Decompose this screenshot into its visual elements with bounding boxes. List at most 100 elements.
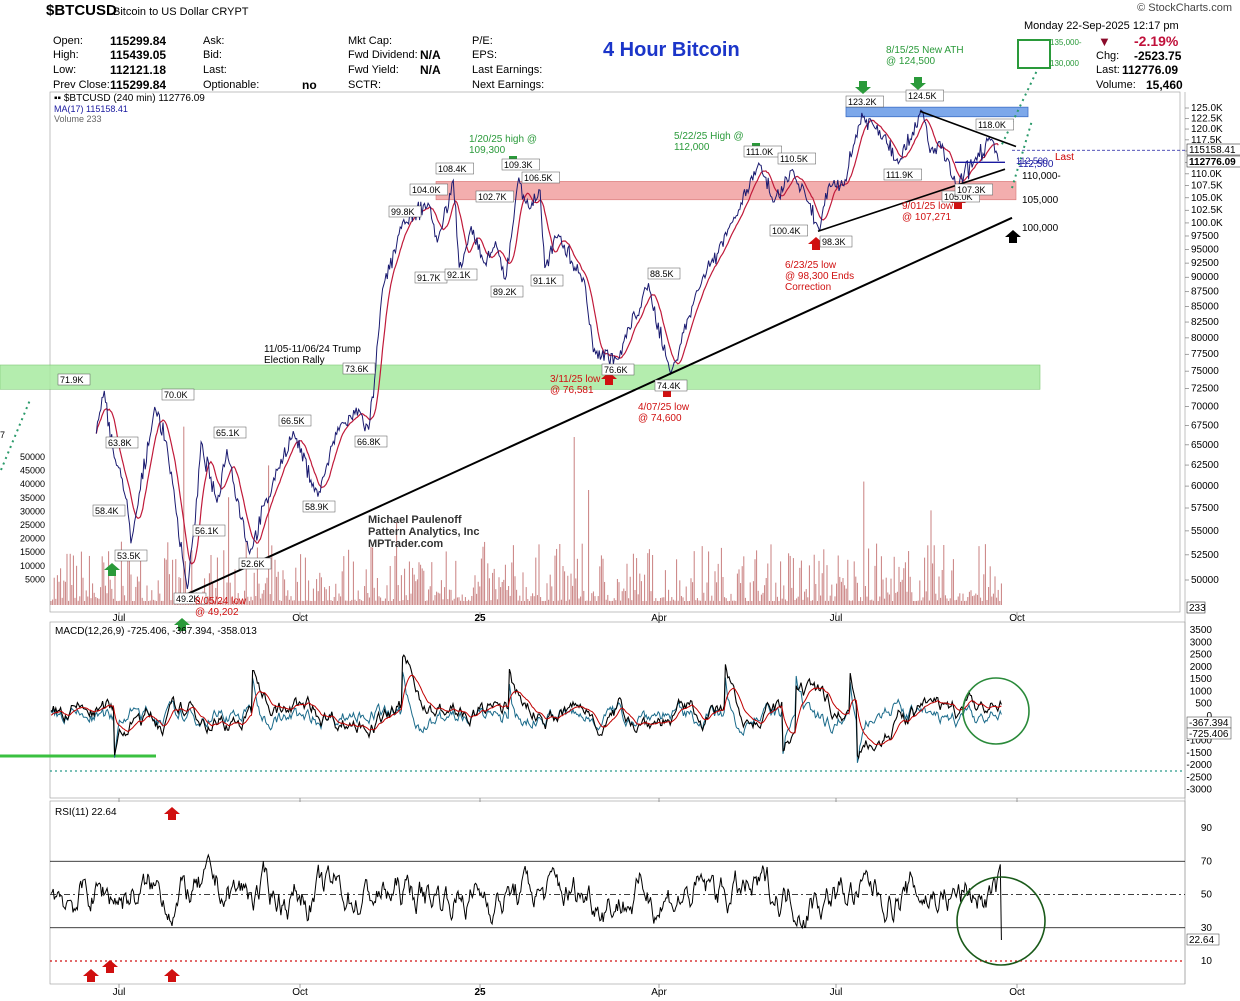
point-label-box: [302, 500, 336, 513]
point-label: 106.5K: [524, 173, 553, 183]
ma-legend: MA(17) 115158.41: [54, 104, 128, 114]
point-label-box: [954, 183, 993, 196]
field-key: SCTR:: [348, 79, 381, 91]
stockcharts-logo: © StockCharts.com: [1137, 2, 1232, 14]
up-arrow-icon: [164, 969, 180, 982]
field-key: High:: [53, 49, 79, 61]
point-label-box: [342, 362, 376, 375]
point-label: 71.9K: [60, 375, 84, 385]
point-label-box: [238, 557, 272, 570]
point-label: 74.4K: [657, 381, 681, 391]
point-label: 123.2K: [848, 97, 877, 107]
x-tick-label: Jul: [830, 613, 843, 624]
rsi-tick-label: 90: [1201, 823, 1213, 834]
chart-annotation: 9/01/25 low @ 107,271: [902, 201, 954, 223]
chart-annotation: 8/05/24 low @ 49,202: [195, 596, 247, 618]
macd-line: [50, 654, 1002, 760]
point-label: 66.8K: [357, 437, 381, 447]
field-key: Low:: [53, 64, 77, 76]
y-tick-label: 107.5K: [1191, 181, 1223, 192]
volume-tick-label: 35000: [20, 493, 45, 503]
field-key: Ask:: [203, 35, 225, 47]
macd-tick-label: -2000: [1186, 760, 1212, 771]
volume-tick-label: 25000: [20, 520, 45, 530]
macd-tick-label: 3500: [1190, 625, 1213, 636]
macd-tick-label: 1500: [1190, 674, 1213, 685]
edge-label: 7: [0, 430, 5, 440]
field-value: 112121.18: [110, 63, 167, 77]
rsi-panel-frame: [49, 800, 1186, 985]
point-label: 58.4K: [95, 506, 119, 516]
point-label: 102.7K: [478, 192, 507, 202]
point-label-box: [213, 426, 247, 439]
chart-annotation: 11/05-11/06/24 Trump Election Rally: [264, 344, 361, 366]
rsi-tick-label: 70: [1201, 856, 1213, 867]
y-tick-label: 70000: [1191, 402, 1219, 413]
mini-label: 130,000: [1050, 59, 1079, 68]
volume-tick-label: 15000: [20, 547, 45, 557]
field-key: Optionable:: [203, 79, 260, 91]
x-tick-label: 25: [474, 987, 486, 998]
y-tick-label: 57500: [1191, 503, 1219, 514]
field-key: Mkt Cap:: [348, 35, 393, 47]
field-key: Last:: [203, 64, 227, 76]
y-tick-label: 75000: [1191, 366, 1219, 377]
field-value: 115299.84: [110, 34, 167, 48]
point-label-box: [490, 285, 524, 298]
point-label: 73.6K: [345, 364, 369, 374]
y-tick-label: 82500: [1191, 317, 1219, 328]
up-arrow-icon: [102, 960, 118, 973]
down-arrow-icon: [910, 77, 926, 90]
macd-tick-label: -1000: [1186, 736, 1212, 747]
chart-annotation: MPTrader.com: [368, 538, 443, 550]
point-label-box: [654, 379, 688, 392]
point-label: 89.2K: [493, 287, 517, 297]
point-label: 104.0K: [412, 185, 441, 195]
symbol-name: Bitcoin to US Dollar CRYPT: [113, 6, 249, 18]
right-label-box: [1186, 143, 1240, 156]
macd-tick-label: 3000: [1190, 637, 1213, 648]
macd-highlight-circle: [962, 677, 1030, 745]
field-key: P/E:: [472, 35, 493, 47]
point-label: 100.4K: [772, 226, 801, 236]
x-tick-label: Oct: [292, 987, 308, 998]
point-label-box: [905, 89, 944, 102]
point-label-box: [105, 436, 139, 449]
point-label-box: [777, 152, 816, 165]
point-label-box: [444, 268, 478, 281]
x-tick-label: Apr: [651, 987, 667, 998]
chart-annotation: Michael Paulenoff: [368, 514, 462, 526]
volume-tick-label: 10000: [20, 561, 45, 571]
change-pct: -2.19%: [1134, 33, 1179, 49]
rsi-title: RSI(11) 22.64: [55, 807, 117, 818]
y-tick-label: 95000: [1191, 244, 1219, 255]
last-label: Last:: [1096, 64, 1120, 76]
point-label: 65.1K: [216, 428, 240, 438]
x-tick-label: Oct: [1009, 987, 1025, 998]
point-label: 56.1K: [195, 526, 219, 536]
point-label: 53.5K: [117, 551, 141, 561]
rsi-tick-label: 50: [1201, 890, 1213, 901]
field-value: N/A: [420, 63, 441, 77]
chart-annotation: Pattern Analytics, Inc: [368, 526, 479, 538]
projection-dotted: [1001, 67, 1039, 145]
point-label: 98.3K: [822, 237, 846, 247]
macd-tick-label: 500: [1195, 699, 1212, 710]
field-key: Last Earnings:: [472, 64, 543, 76]
field-key: Bid:: [203, 49, 222, 61]
up-arrow-icon: [164, 807, 180, 820]
field-value: 115299.84: [110, 78, 167, 92]
point-label: 52.6K: [241, 559, 265, 569]
point-label: 91.7K: [417, 273, 441, 283]
point-label: 108.4K: [438, 164, 467, 174]
right-label: 112,500: [1018, 159, 1054, 170]
right-label: 233: [1189, 603, 1206, 614]
y-tick-label: 80000: [1191, 333, 1219, 344]
point-label: 110.5K: [780, 154, 808, 164]
chart-annotation: 1/20/25 high @109,300: [469, 134, 537, 156]
volume-tick-label: 30000: [20, 506, 45, 516]
point-label: 58.9K: [305, 502, 329, 512]
up-arrow-icon: [83, 969, 99, 982]
y-tick-label: 55000: [1191, 526, 1219, 537]
chart-annotation: 5/22/25 High @112,000: [674, 131, 744, 153]
